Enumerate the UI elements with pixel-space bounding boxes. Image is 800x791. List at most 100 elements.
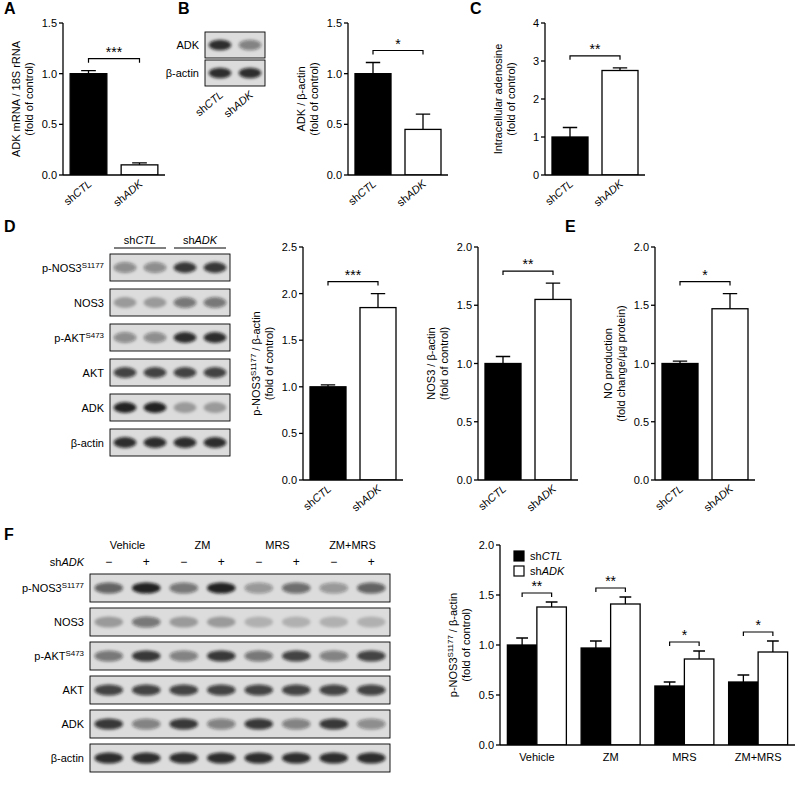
text-span: / β-actin [447, 593, 459, 635]
text-span: ADK [357, 482, 383, 507]
row-label: β-actin [166, 67, 199, 79]
legend-label: shADK [530, 565, 565, 577]
y-tick [59, 124, 63, 125]
band [282, 616, 311, 627]
bar [507, 645, 537, 745]
y-tick-label: 1.0 [634, 358, 649, 370]
band [245, 684, 274, 695]
error-bar [371, 294, 385, 308]
band [357, 684, 386, 695]
band [239, 68, 262, 78]
bar [581, 648, 611, 745]
bars [310, 294, 396, 480]
text-span: CTL [310, 482, 334, 505]
y-tick [299, 433, 303, 434]
chart: C01234Intracellular adenosine(fold of co… [470, 0, 645, 209]
y-axis-label: NOS3 / β-actin [425, 327, 437, 399]
band [204, 367, 227, 378]
y-tick [59, 22, 63, 23]
legend-swatch [514, 551, 524, 561]
text-span: ADK [599, 177, 625, 202]
band [357, 718, 386, 729]
y-axis-label: (fold of control) [460, 608, 472, 681]
bar [70, 74, 107, 175]
text-span: S473 [66, 649, 85, 658]
y-tick [651, 363, 655, 364]
band [132, 582, 161, 593]
error-bar [416, 114, 430, 129]
text-span: S473 [86, 331, 105, 340]
band [114, 332, 137, 343]
row-label: p-AKTS473 [34, 649, 84, 662]
error-bar [737, 675, 749, 682]
text-span: S1177 [249, 354, 258, 376]
x-tick-label: shADK [111, 177, 145, 209]
y-tick [496, 744, 500, 745]
band [174, 262, 197, 273]
y-tick-label: 0.0 [479, 739, 494, 751]
band [207, 718, 236, 729]
lane-label: shADK [221, 88, 255, 120]
band [245, 752, 274, 763]
band [95, 616, 124, 627]
band [204, 332, 227, 343]
band [170, 616, 199, 627]
x-axis [545, 174, 645, 175]
y-axis-label: (fold of control) [308, 62, 320, 135]
band [144, 437, 167, 448]
band [174, 437, 197, 448]
band [144, 262, 167, 273]
y-axis-label: NO production [602, 328, 614, 399]
error-bar [132, 163, 147, 165]
bar [121, 165, 158, 175]
panel-letter: B [178, 0, 190, 17]
y-tick [474, 421, 478, 422]
blot-strip [90, 710, 390, 738]
error-bar [546, 602, 558, 607]
bar [655, 686, 685, 745]
band [207, 650, 236, 661]
band [320, 616, 349, 627]
band [207, 752, 236, 763]
y-tick [474, 246, 478, 247]
x-axis [500, 744, 795, 745]
y-tick [496, 594, 500, 595]
y-tick-label: 1.5 [42, 17, 57, 29]
blot-strip [110, 324, 230, 351]
band [357, 616, 386, 627]
band [144, 297, 167, 308]
western-blot: shCTLshADKp-NOS3S1177NOS3p-AKTS473AKTADK… [42, 234, 230, 456]
blot-strip [110, 429, 230, 456]
bars [552, 68, 638, 175]
bar [355, 74, 391, 175]
row-label: NOS3 [54, 616, 84, 628]
text-span: CTL [662, 482, 686, 505]
y-tick-label: 1.5 [282, 334, 297, 346]
text-span: ADK [541, 565, 565, 577]
error-bar [673, 361, 687, 363]
group-label: ZM+MRS [329, 539, 376, 551]
x-axis [348, 174, 448, 175]
band [320, 684, 349, 695]
y-tick-label: 1 [533, 131, 539, 143]
band [174, 332, 197, 343]
blot-strip [90, 642, 390, 670]
bar [611, 604, 641, 745]
error-bar [81, 71, 96, 74]
band [204, 402, 227, 413]
band [170, 752, 199, 763]
band [95, 650, 124, 661]
text-span: S1177 [82, 261, 104, 270]
text-span: ADK [119, 177, 145, 202]
band [170, 582, 199, 593]
significance: * [682, 627, 688, 643]
bar [662, 364, 698, 481]
lane-header-label: shADK [50, 556, 85, 568]
panel-letter: A [4, 0, 16, 17]
y-tick [541, 174, 545, 175]
band [245, 650, 274, 661]
y-tick [59, 174, 63, 175]
y-tick-label: 2.5 [282, 241, 297, 253]
row-label: p-NOS3S1177 [42, 261, 104, 274]
y-tick-label: 0.0 [42, 169, 57, 181]
